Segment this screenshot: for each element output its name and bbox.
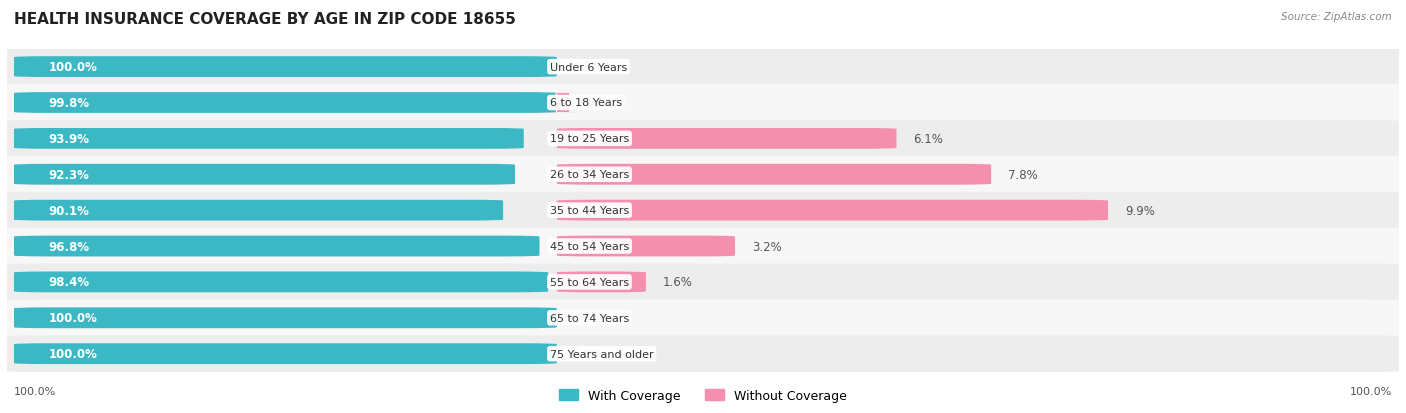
Text: 0.22%: 0.22% xyxy=(586,97,623,110)
Text: 9.9%: 9.9% xyxy=(1125,204,1154,217)
Text: 93.9%: 93.9% xyxy=(49,133,90,145)
Text: 26 to 34 Years: 26 to 34 Years xyxy=(550,170,628,180)
FancyBboxPatch shape xyxy=(14,308,557,328)
Text: HEALTH INSURANCE COVERAGE BY AGE IN ZIP CODE 18655: HEALTH INSURANCE COVERAGE BY AGE IN ZIP … xyxy=(14,12,516,27)
FancyBboxPatch shape xyxy=(534,93,592,114)
Text: Under 6 Years: Under 6 Years xyxy=(550,62,627,72)
Text: 100.0%: 100.0% xyxy=(49,347,97,360)
Text: 19 to 25 Years: 19 to 25 Years xyxy=(550,134,628,144)
FancyBboxPatch shape xyxy=(557,129,897,150)
FancyBboxPatch shape xyxy=(0,264,1406,301)
Text: 100.0%: 100.0% xyxy=(1350,387,1392,396)
FancyBboxPatch shape xyxy=(0,335,1406,372)
Text: 99.8%: 99.8% xyxy=(49,97,90,110)
Text: 100.0%: 100.0% xyxy=(49,61,97,74)
FancyBboxPatch shape xyxy=(0,157,1406,193)
FancyBboxPatch shape xyxy=(14,200,503,221)
Text: 6 to 18 Years: 6 to 18 Years xyxy=(550,98,621,108)
Text: 65 to 74 Years: 65 to 74 Years xyxy=(550,313,628,323)
Text: 98.4%: 98.4% xyxy=(49,276,90,289)
Text: 3.2%: 3.2% xyxy=(752,240,782,253)
Text: 100.0%: 100.0% xyxy=(49,311,97,325)
FancyBboxPatch shape xyxy=(14,272,548,292)
Text: 96.8%: 96.8% xyxy=(49,240,90,253)
Text: 55 to 64 Years: 55 to 64 Years xyxy=(550,277,628,287)
FancyBboxPatch shape xyxy=(557,236,735,257)
Text: 0.0%: 0.0% xyxy=(574,61,603,74)
FancyBboxPatch shape xyxy=(557,272,645,292)
Text: 75 Years and older: 75 Years and older xyxy=(550,349,654,359)
Text: 6.1%: 6.1% xyxy=(912,133,943,145)
Text: 0.0%: 0.0% xyxy=(574,311,603,325)
FancyBboxPatch shape xyxy=(0,121,1406,157)
Text: 92.3%: 92.3% xyxy=(49,169,90,181)
Text: 1.6%: 1.6% xyxy=(662,276,693,289)
FancyBboxPatch shape xyxy=(0,192,1406,229)
Legend: With Coverage, Without Coverage: With Coverage, Without Coverage xyxy=(554,384,852,407)
FancyBboxPatch shape xyxy=(14,129,523,150)
Text: 0.0%: 0.0% xyxy=(574,347,603,360)
FancyBboxPatch shape xyxy=(0,300,1406,336)
Text: 90.1%: 90.1% xyxy=(49,204,90,217)
Text: Source: ZipAtlas.com: Source: ZipAtlas.com xyxy=(1281,12,1392,22)
FancyBboxPatch shape xyxy=(14,93,555,114)
FancyBboxPatch shape xyxy=(557,164,991,185)
FancyBboxPatch shape xyxy=(0,85,1406,121)
FancyBboxPatch shape xyxy=(14,57,557,78)
Text: 35 to 44 Years: 35 to 44 Years xyxy=(550,206,628,216)
Text: 7.8%: 7.8% xyxy=(1008,169,1038,181)
FancyBboxPatch shape xyxy=(0,228,1406,265)
FancyBboxPatch shape xyxy=(14,164,515,185)
Text: 45 to 54 Years: 45 to 54 Years xyxy=(550,242,628,252)
FancyBboxPatch shape xyxy=(557,200,1108,221)
FancyBboxPatch shape xyxy=(0,49,1406,86)
FancyBboxPatch shape xyxy=(14,344,557,364)
Text: 100.0%: 100.0% xyxy=(14,387,56,396)
FancyBboxPatch shape xyxy=(14,236,540,257)
